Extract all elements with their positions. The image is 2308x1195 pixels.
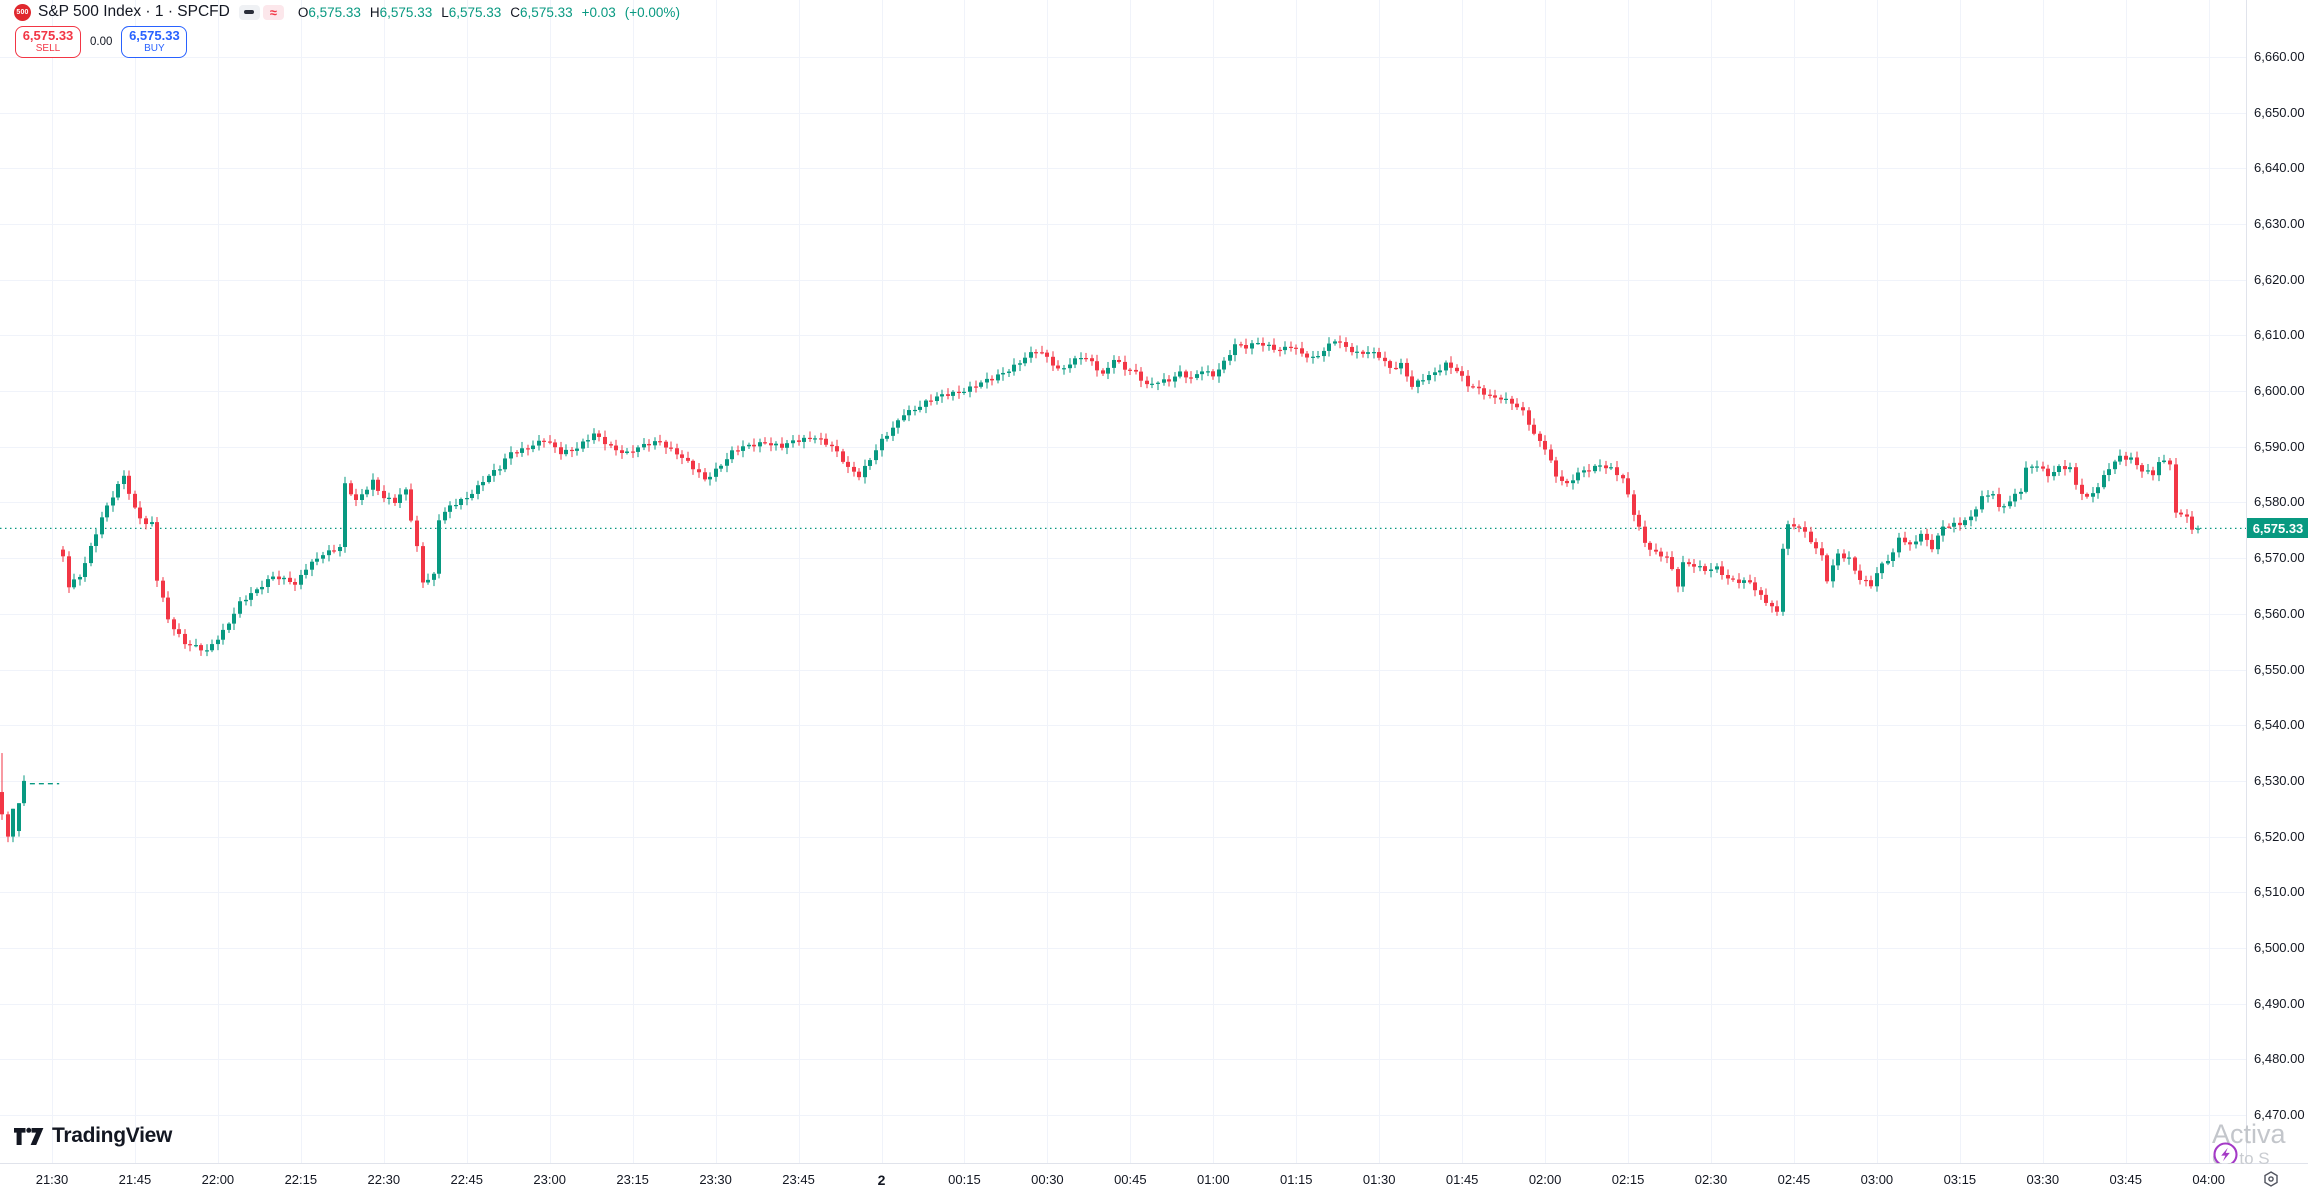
price-axis-label: 6,570.00 — [2254, 550, 2305, 566]
sell-label: SELL — [35, 43, 61, 55]
buy-button[interactable]: 6,575.33 BUY — [121, 26, 188, 58]
sell-button[interactable]: 6,575.33 SELL — [15, 26, 81, 58]
tradingview-wordmark: TradingView — [52, 1124, 173, 1147]
close-value: 6,575.33 — [520, 4, 573, 20]
time-axis-label: 01:15 — [1279, 1172, 1313, 1187]
time-axis-label: 22:00 — [201, 1172, 235, 1187]
time-axis-label: 00:30 — [1031, 1172, 1064, 1187]
time-axis-label: 02:30 — [1694, 1172, 1728, 1187]
market-status-dash-icon[interactable] — [238, 4, 260, 20]
dash-glyph — [244, 10, 255, 14]
price-axis-label: 6,650.00 — [2254, 104, 2305, 120]
time-axis-label: 23:30 — [699, 1172, 732, 1187]
price-axis-label: 6,530.00 — [2254, 772, 2305, 788]
time-axis-label: 21:30 — [35, 1172, 69, 1187]
tradingview-logo[interactable]: TradingView — [14, 1124, 172, 1148]
time-axis-label: 03:15 — [1943, 1172, 1977, 1187]
sp500-logo-badge: 500 — [14, 3, 31, 21]
price-axis-label: 6,550.00 — [2254, 661, 2305, 677]
time-axis-label: 04:00 — [2192, 1172, 2225, 1187]
price-axis-label: 6,600.00 — [2254, 383, 2305, 398]
price-axis-label: 6,630.00 — [2254, 215, 2305, 231]
symbol-legend: 500 S&P 500 Index · 1 · SPCFD ≈ O 6,575.3… — [14, 3, 680, 21]
time-axis[interactable]: 21:30 21:45 22:00 22:15 22:30 22:45 23:00 23:15… — [0, 1163, 2308, 1195]
axis-settings-hexagon-icon[interactable] — [2262, 1170, 2280, 1193]
time-axis-label: 03:45 — [2109, 1172, 2143, 1187]
instant-order-bolt-icon[interactable] — [2213, 1142, 2238, 1163]
change-percent: (+0.00%) — [624, 4, 680, 20]
market-status-icons: ≈ — [238, 4, 284, 20]
buy-price: 6,575.33 — [129, 28, 180, 44]
price-axis-label: 6,560.00 — [2254, 605, 2305, 621]
time-axis-date-marker: 2 — [877, 1172, 886, 1188]
time-axis-label: 02:00 — [1528, 1172, 1562, 1187]
price-axis-label: 6,510.00 — [2254, 884, 2305, 900]
price-axis-label: 6,470.00 — [2254, 1107, 2305, 1123]
high-label: H — [369, 4, 380, 20]
price-axis-label: 6,590.00 — [2254, 438, 2305, 454]
time-axis-label: 00:45 — [1114, 1172, 1147, 1187]
tradingview-logo-icon — [14, 1127, 44, 1145]
time-axis-label: 23:45 — [782, 1172, 815, 1187]
price-axis[interactable]: 6,575.33 6,660.00 6,650.00 6,640.00 6,630.0… — [2246, 0, 2308, 1163]
time-axis-label: 03:00 — [1860, 1172, 1894, 1187]
time-axis-label: 01:45 — [1445, 1172, 1479, 1187]
time-axis-label: 02:15 — [1611, 1172, 1645, 1187]
open-label: O — [297, 4, 309, 20]
price-axis-label: 6,620.00 — [2254, 271, 2305, 287]
close-label: C — [510, 4, 521, 20]
open-value: 6,575.33 — [308, 4, 361, 20]
time-axis-label: 23:15 — [616, 1172, 649, 1187]
trade-panel: 6,575.33 SELL 0.00 6,575.33 BUY — [15, 26, 188, 58]
price-axis-label: 6,500.00 — [2254, 940, 2305, 955]
sell-price: 6,575.33 — [22, 28, 74, 44]
high-value: 6,575.33 — [379, 4, 433, 20]
delayed-data-approx-icon[interactable]: ≈ — [262, 4, 284, 20]
price-axis-label: 6,520.00 — [2254, 828, 2305, 844]
symbol-title[interactable]: S&P 500 Index · 1 · SPCFD — [38, 3, 230, 20]
price-axis-label: 6,660.00 — [2254, 48, 2305, 64]
time-axis-label: 03:30 — [2026, 1172, 2060, 1187]
candlestick-chart-canvas[interactable] — [0, 0, 2246, 1163]
time-axis-label: 00:15 — [948, 1172, 981, 1187]
low-label: L — [441, 4, 449, 20]
price-axis-label: 6,640.00 — [2254, 160, 2305, 176]
time-axis-label: 22:30 — [367, 1172, 401, 1187]
time-axis-label: 02:45 — [1777, 1172, 1811, 1187]
ohlc-readout: O 6,575.33 H 6,575.33 L 6,575.33 C 6,575.33 … — [298, 5, 680, 20]
time-axis-label: 22:45 — [450, 1172, 484, 1187]
change-value: +0.03 — [581, 4, 616, 20]
spread-value: 0.00 — [90, 36, 113, 48]
price-axis-label: 6,540.00 — [2254, 717, 2305, 733]
price-axis-label: 6,610.00 — [2254, 327, 2305, 343]
time-axis-label: 01:00 — [1197, 1172, 1230, 1187]
time-axis-label: 23:00 — [533, 1172, 566, 1187]
low-value: 6,575.33 — [448, 4, 502, 20]
time-axis-label: 22:15 — [284, 1172, 318, 1187]
price-axis-label: 6,490.00 — [2254, 995, 2305, 1011]
time-axis-label: 21:45 — [118, 1172, 152, 1187]
time-axis-label: 01:30 — [1362, 1172, 1396, 1187]
price-axis-label: 6,580.00 — [2254, 494, 2305, 510]
price-axis-label: 6,480.00 — [2254, 1051, 2305, 1067]
current-price-badge: 6,575.33 — [2247, 518, 2308, 539]
chart-pane[interactable]: 500 S&P 500 Index · 1 · SPCFD ≈ O 6,575.3… — [0, 0, 2246, 1163]
buy-label: BUY — [144, 43, 165, 55]
